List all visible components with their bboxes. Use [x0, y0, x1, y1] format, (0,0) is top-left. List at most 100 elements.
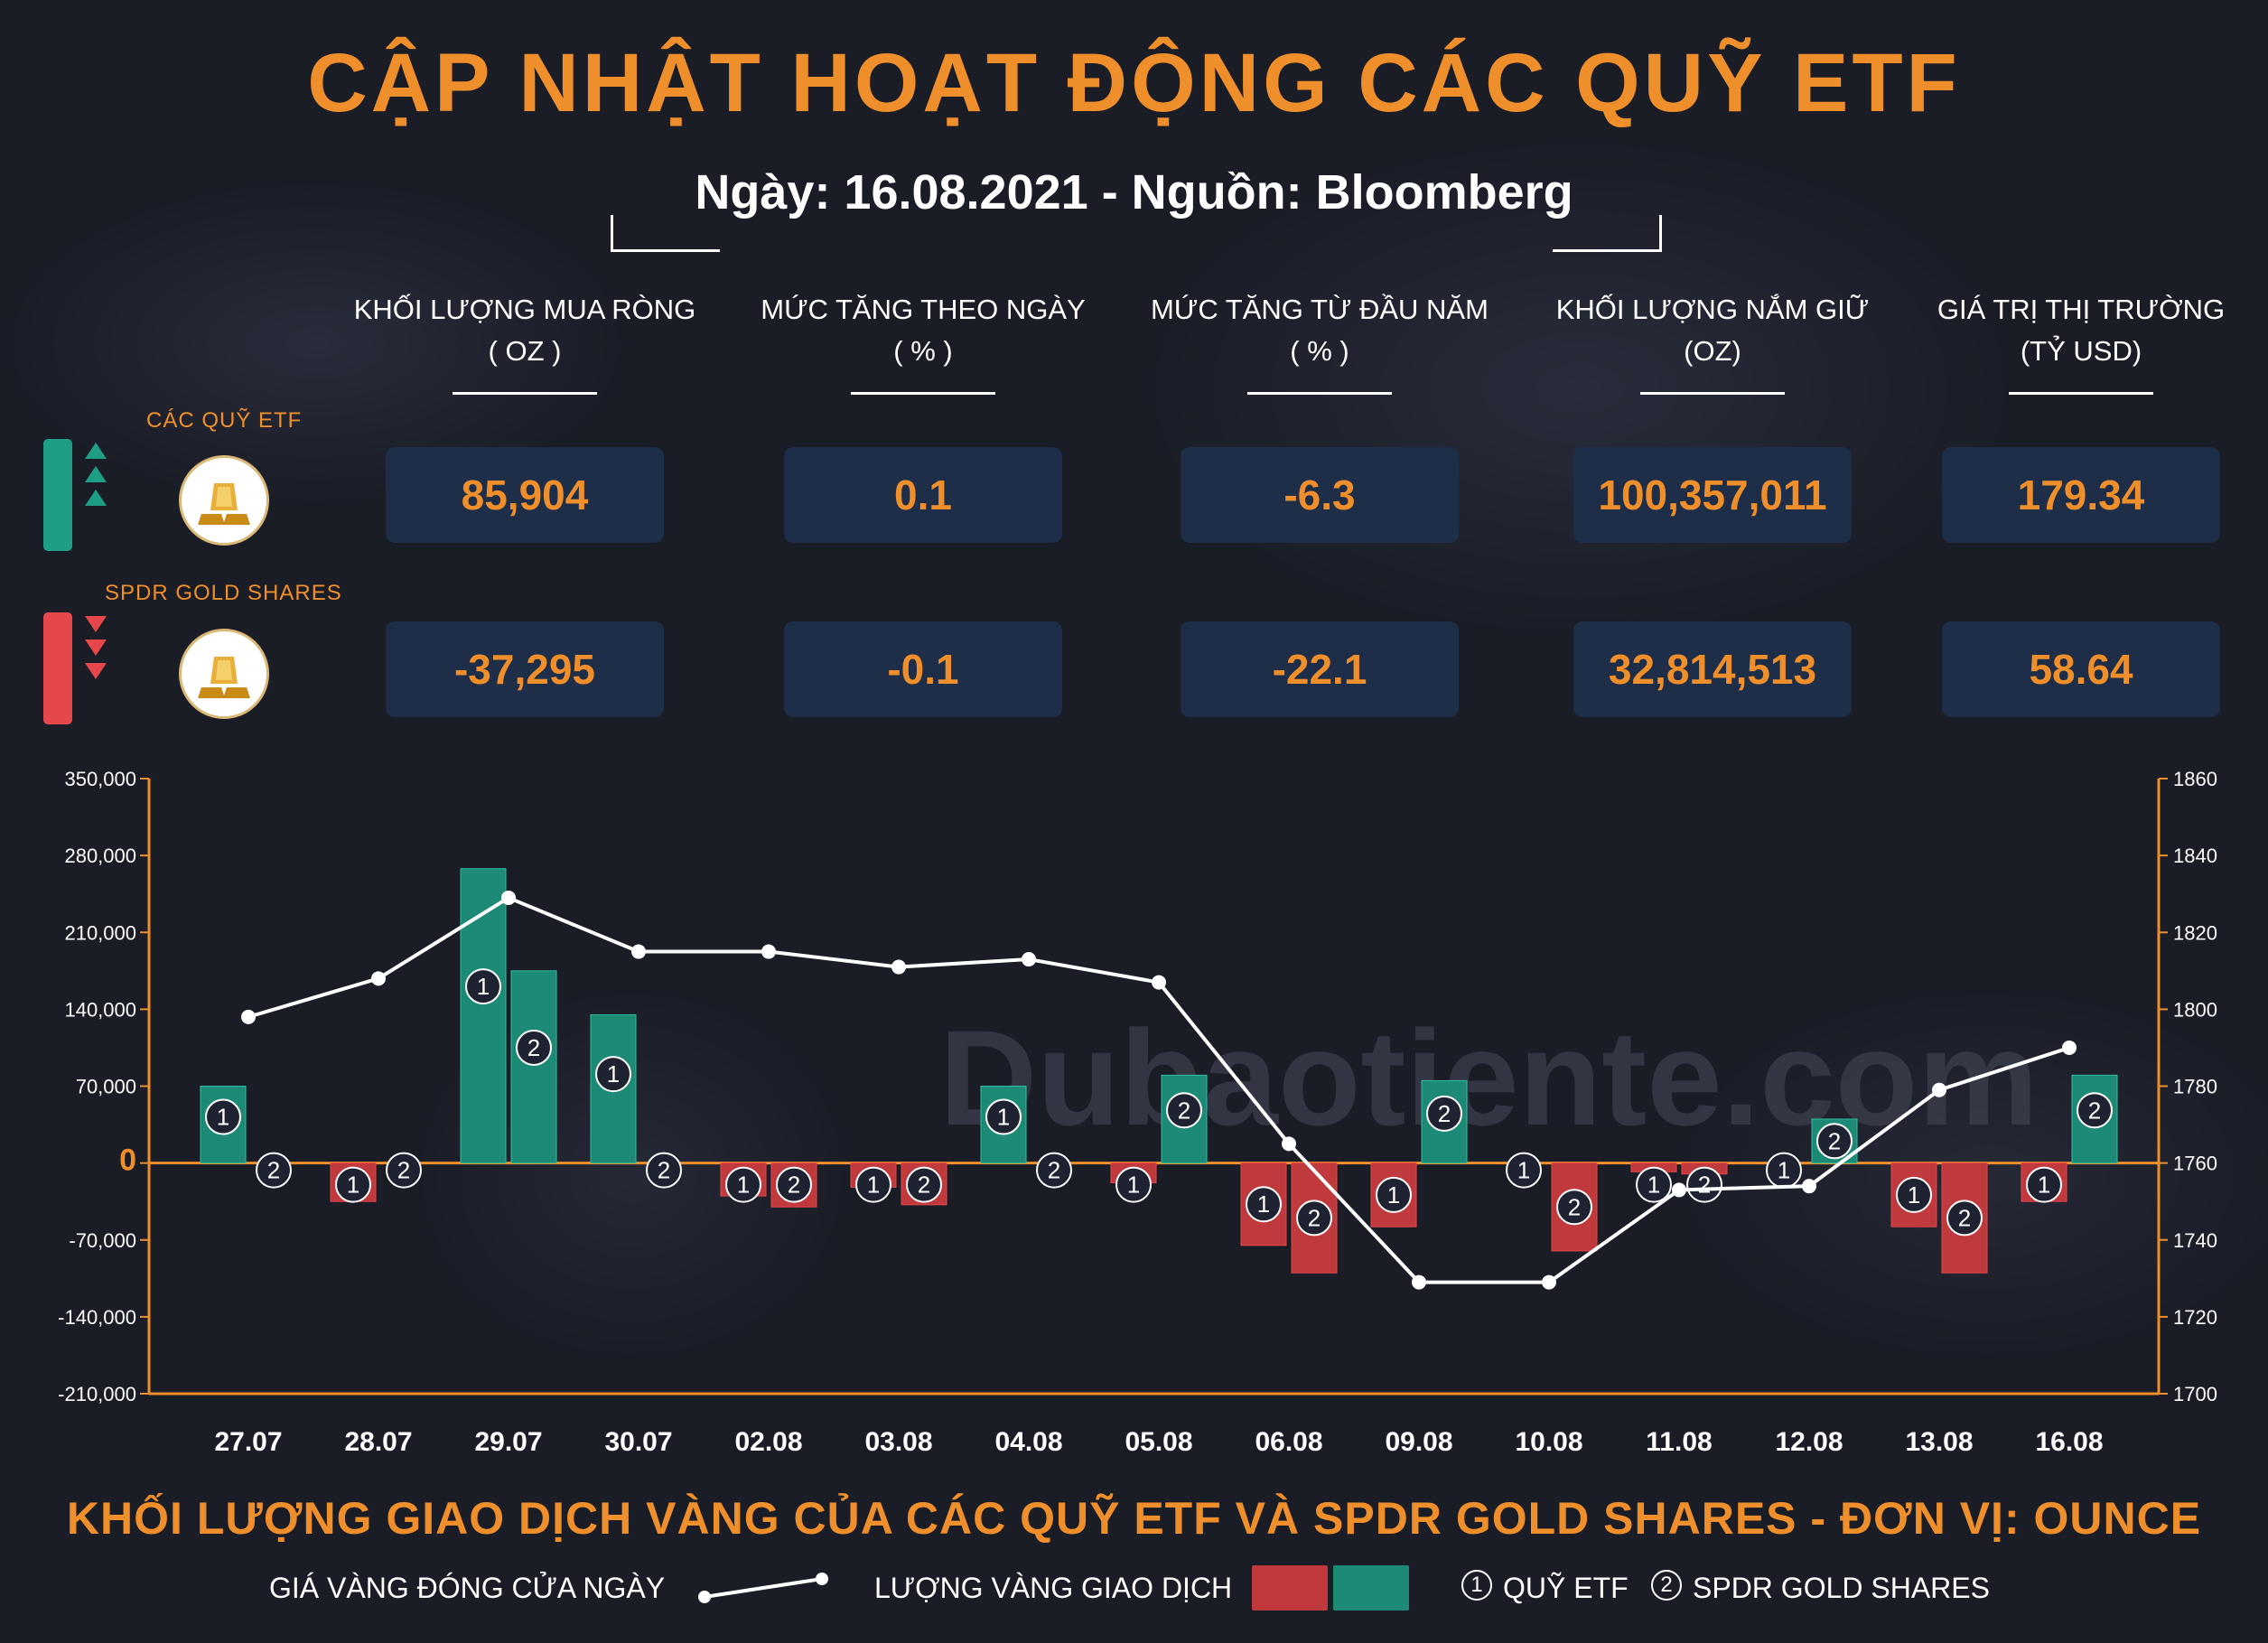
gold-price-point: [761, 944, 776, 959]
marker-1-label: 1: [1127, 1172, 1140, 1199]
marker-2-label: 2: [1568, 1193, 1581, 1220]
marker-1-label: 1: [1517, 1157, 1530, 1184]
marker-2-circle: [776, 1166, 812, 1203]
gold-bar-icon: [179, 455, 269, 546]
marker-1-label: 1: [1908, 1181, 1920, 1209]
gold-price-point: [2062, 1040, 2077, 1055]
marker-2-label: 2: [1828, 1127, 1841, 1154]
marker-1-circle: [335, 1166, 371, 1203]
down-arrow-icon: [85, 616, 107, 632]
marker-2-circle: [1556, 1189, 1592, 1226]
marker-1-circle: [595, 1056, 631, 1093]
up-arrow-icon: [85, 466, 107, 482]
right-tick-label: 1740: [2173, 1229, 2217, 1252]
marker-1-label: 1: [867, 1172, 880, 1199]
column-header-line1: KHỐI LƯỢNG MUA RÒNG: [353, 294, 696, 325]
x-tick-label: 28.07: [344, 1427, 412, 1457]
spdr-ytd-change-value: -22.1: [1181, 621, 1459, 717]
column-header-line2: ( % ): [1290, 335, 1349, 367]
etf-holdings-value: 100,357,011: [1573, 447, 1852, 543]
marker-2-label: 2: [788, 1172, 800, 1199]
marker-2-circle: [1166, 1092, 1202, 1129]
marker-2-label: 2: [658, 1157, 670, 1184]
down-indicator-bar: [43, 612, 72, 724]
marker-1-label: 1: [1387, 1181, 1400, 1209]
legend-red-swatch: [1252, 1565, 1328, 1610]
x-tick-label: 30.07: [604, 1427, 672, 1457]
column-header-holdings: KHỐI LƯỢNG NẮM GIỮ (OZ): [1523, 289, 1902, 395]
gold-price-point: [1672, 1182, 1686, 1198]
marker-2-label: 2: [918, 1172, 930, 1199]
column-header-line1: GIÁ TRỊ THỊ TRƯỜNG: [1937, 294, 2226, 325]
column-underline: [851, 392, 995, 395]
legend-bars-label: LƯỢNG VÀNG GIAO DỊCH: [874, 1572, 1233, 1604]
x-tick-label: 06.08: [1255, 1427, 1322, 1457]
up-arrow-icon: [85, 490, 107, 506]
marker-2-label: 2: [1048, 1157, 1060, 1184]
x-tick-label: 11.08: [1646, 1427, 1712, 1457]
spdr-holdings-value: 32,814,513: [1573, 621, 1852, 717]
etf-bar: [460, 868, 507, 1164]
etf-ytd-change-value: -6.3: [1181, 447, 1459, 543]
left-tick-label: 280,000: [64, 845, 136, 867]
marker-2-label: 2: [1438, 1100, 1451, 1127]
left-tick-label: -140,000: [58, 1306, 136, 1329]
marker-1-circle: [1896, 1176, 1932, 1213]
marker-2-label: 2: [1698, 1172, 1711, 1199]
legend-spdr-label: SPDR GOLD SHARES: [1693, 1572, 1990, 1604]
left-tick-label: 0: [119, 1144, 136, 1178]
page-title: CẬP NHẬT HOẠT ĐỘNG CÁC QUỸ ETF: [307, 37, 1961, 129]
x-tick-label: 12.08: [1775, 1427, 1843, 1457]
column-header-line2: (TỶ USD): [2020, 335, 2142, 367]
marker-2-label: 2: [527, 1034, 540, 1061]
chart-title: KHỐI LƯỢNG GIAO DỊCH VÀNG CỦA CÁC QUỸ ET…: [66, 1493, 2202, 1544]
right-tick-label: 1860: [2173, 768, 2217, 790]
column-header-line2: ( OZ ): [488, 335, 562, 367]
up-indicator-bar: [43, 439, 72, 551]
marker-1-circle: [1115, 1166, 1152, 1203]
spdr-bar: [510, 970, 557, 1164]
marker-1-label: 1: [347, 1172, 359, 1199]
legend-marker-2: 2: [1651, 1570, 1682, 1601]
up-arrow-icon: [85, 443, 107, 459]
left-tick-label: -70,000: [69, 1229, 136, 1252]
x-tick-label: 16.08: [2035, 1427, 2103, 1457]
x-tick-label: 27.07: [214, 1427, 282, 1457]
marker-2-label: 2: [1958, 1204, 1971, 1231]
marker-2-circle: [386, 1152, 422, 1189]
column-header-line2: ( % ): [893, 335, 953, 367]
etf-daily-change-value: 0.1: [784, 447, 1062, 543]
gold-price-point: [501, 890, 516, 905]
marker-1-circle: [1246, 1186, 1282, 1223]
marker-2-label: 2: [2088, 1097, 2101, 1124]
left-tick-label: 140,000: [64, 998, 136, 1021]
left-tick-label: 70,000: [76, 1076, 136, 1098]
x-tick-label: 05.08: [1125, 1427, 1192, 1457]
right-tick-label: 1840: [2173, 845, 2217, 867]
column-underline: [453, 392, 597, 395]
left-tick-label: 350,000: [64, 768, 136, 790]
marker-2-circle: [2077, 1092, 2113, 1129]
legend-line-sample: [698, 1573, 828, 1603]
gold-price-point: [1282, 1136, 1296, 1152]
spdr-market-value: 58.64: [1942, 621, 2220, 717]
gold-price-point: [631, 944, 646, 959]
column-header-line1: MỨC TĂNG TỪ ĐẦU NĂM: [1151, 294, 1489, 325]
spdr-net-buy-value: -37,295: [386, 621, 664, 717]
down-arrow-icon: [85, 639, 107, 656]
marker-1-circle: [1376, 1176, 1412, 1213]
marker-1-circle: [465, 968, 501, 1005]
marker-2-circle: [1296, 1200, 1332, 1237]
right-tick-label: 1780: [2173, 1076, 2217, 1098]
legend-line-label: GIÁ VÀNG ĐÓNG CỬA NGÀY: [269, 1572, 666, 1604]
marker-1-label: 1: [997, 1104, 1010, 1131]
marker-1-circle: [985, 1098, 1022, 1135]
marker-2-label: 2: [397, 1157, 410, 1184]
etf-market-value: 179.34: [1942, 447, 2220, 543]
legend-etf-label: QUỸ ETF: [1503, 1572, 1629, 1604]
marker-2-circle: [1946, 1200, 1983, 1237]
column-underline: [1640, 392, 1785, 395]
marker-2-label: 2: [267, 1157, 280, 1184]
column-underline: [1247, 392, 1392, 395]
